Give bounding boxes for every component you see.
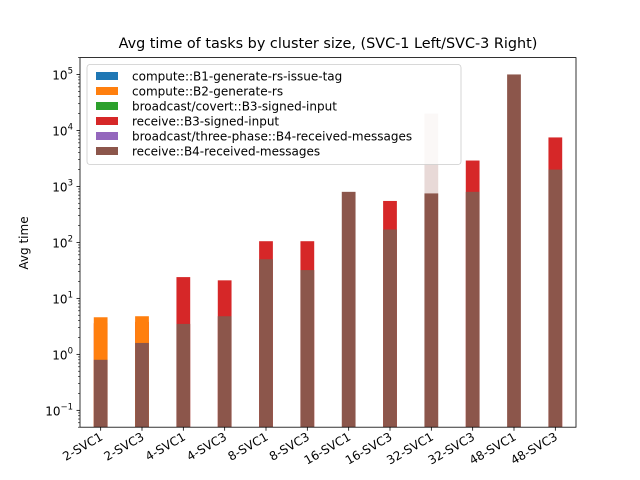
legend-box [86, 64, 462, 165]
bar-8-SVC3-s5 [300, 270, 315, 428]
bars-group [93, 74, 563, 428]
bar-48-SVC1-s5 [507, 74, 521, 428]
bar-48-SVC3-s5 [548, 169, 563, 428]
y-tick-label: 102 [52, 234, 73, 250]
x-tick-label: 2-SVC1 [60, 430, 105, 464]
x-tick-label: 4-SVC3 [184, 430, 229, 464]
bar-32-SVC3-s5 [465, 191, 480, 428]
bar-4-SVC1-s5 [176, 323, 191, 428]
y-axis-label: Avg time [17, 216, 31, 269]
y-tick-label: 100 [52, 346, 73, 362]
y-ticks-group: 10−1 100 101 102 103 104 105 [45, 57, 80, 428]
y-tick-label: 10−1 [45, 402, 73, 418]
legend-swatch [96, 87, 118, 95]
legend-label: receive::B3-signed-input [132, 115, 279, 129]
x-tick-label: 4-SVC1 [143, 430, 188, 464]
legend-label: broadcast/three-phase::B4-received-messa… [132, 130, 412, 144]
bar-16-SVC3-s5 [383, 229, 397, 428]
chart-title: Avg time of tasks by cluster size, (SVC-… [119, 36, 538, 52]
x-tick-label: 16-SVC3 [343, 430, 395, 468]
legend: compute::B1-generate-rs-issue-tagcompute… [86, 64, 462, 165]
legend-swatch [96, 132, 118, 140]
bar-2-SVC1-s5 [93, 359, 108, 428]
x-tick-label: 16-SVC1 [302, 430, 354, 468]
x-tick-label: 48-SVC1 [467, 430, 519, 468]
y-tick-label: 101 [52, 290, 73, 306]
legend-label: broadcast/covert::B3-signed-input [132, 100, 337, 114]
y-tick-label: 104 [52, 122, 73, 138]
legend-label: compute::B2-generate-rs [132, 85, 283, 99]
bar-32-SVC1-s5 [424, 193, 439, 428]
bar-16-SVC1-s5 [341, 191, 356, 428]
legend-swatch [96, 72, 118, 80]
x-ticks-group: 2-SVC12-SVC34-SVC14-SVC38-SVC18-SVC316-S… [60, 427, 560, 468]
bar-8-SVC1-s5 [259, 259, 273, 428]
bar-2-SVC3-s5 [135, 342, 149, 428]
y-tick-label: 103 [52, 178, 73, 194]
plot-frame [79, 57, 577, 428]
legend-swatch [96, 102, 118, 110]
x-tick-label: 2-SVC3 [102, 430, 147, 464]
bar-4-SVC3-s5 [217, 316, 232, 428]
x-tick-label: 32-SVC1 [384, 430, 436, 468]
legend-label: receive::B4-received-messages [132, 145, 320, 159]
x-tick-label: 32-SVC3 [426, 430, 478, 468]
legend-label: compute::B1-generate-rs-issue-tag [132, 70, 342, 84]
y-tick-label: 105 [52, 66, 73, 82]
x-tick-label: 8-SVC1 [226, 430, 271, 464]
legend-swatch [96, 117, 118, 125]
x-tick-label: 48-SVC3 [508, 430, 560, 468]
legend-swatch [96, 147, 118, 155]
